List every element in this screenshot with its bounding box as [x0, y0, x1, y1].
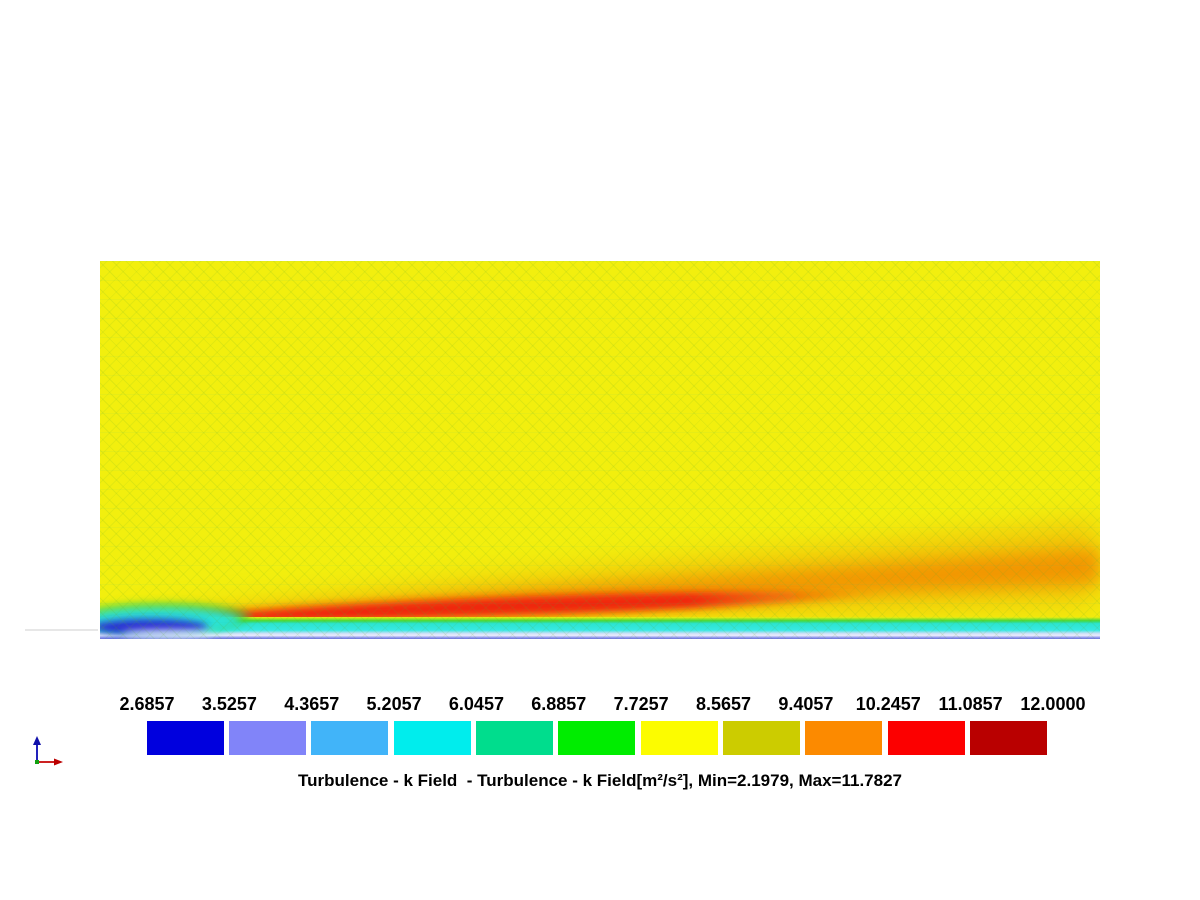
- recirculation-pocket: [100, 602, 250, 638]
- colorbar-tick-label: 9.4057: [778, 694, 834, 714]
- colorbar-tick-label: 5.2057: [366, 694, 422, 714]
- colorbar-swatch: [558, 721, 636, 755]
- colorbar-swatch: [228, 721, 306, 755]
- colorbar-tick-label: 10.2457: [855, 694, 921, 714]
- colorbar-swatch: [723, 721, 801, 755]
- colorbar-tick-label: 4.3657: [284, 694, 340, 714]
- axis-origin-dot: [35, 760, 39, 764]
- axis-y-arrowhead: [33, 736, 41, 745]
- colorbar-swatch: [393, 721, 471, 755]
- colorbar-swatch: [887, 721, 965, 755]
- near-wall-strip: [100, 617, 1100, 639]
- colorbar-swatch: [146, 721, 224, 755]
- colorbar-tick-label: 12.0000: [1020, 694, 1086, 714]
- colorbar-tick-label: 3.5257: [201, 694, 257, 714]
- colorbar-swatch: [311, 721, 389, 755]
- colorbar-swatch: [640, 721, 718, 755]
- diffuse-band-region: [120, 523, 1100, 629]
- colorbar-tick-label: 6.8857: [531, 694, 587, 714]
- wake-streak-region: [112, 591, 885, 623]
- axis-x-arrowhead: [54, 758, 63, 766]
- colorbar-tick-label: 6.0457: [448, 694, 504, 714]
- colorbar-swatch: [805, 721, 883, 755]
- colorbar-swatch: [970, 721, 1048, 755]
- colorbar-caption: Turbulence - k Field - Turbulence - k Fi…: [298, 771, 902, 790]
- contour-viewport[interactable]: [100, 261, 1100, 639]
- colorbar-ticks: 2.6857 3.5257 4.3657 5.2057 6.0457 6.8857 7.72…: [0, 694, 1200, 714]
- colorbar-tick-label: 2.6857: [119, 694, 175, 714]
- colorbar-swatches: [0, 721, 1200, 755]
- colorbar-tick-label: 8.5657: [695, 694, 752, 714]
- colorbar-tick-label: 7.7257: [613, 694, 669, 714]
- turbulence-contour-field: [100, 261, 1100, 639]
- orientation-axes-icon: [33, 736, 63, 766]
- colorbar-tick-label: 11.0857: [938, 694, 1003, 714]
- inlet-wall-line: [25, 629, 98, 631]
- colorbar-swatch: [475, 721, 553, 755]
